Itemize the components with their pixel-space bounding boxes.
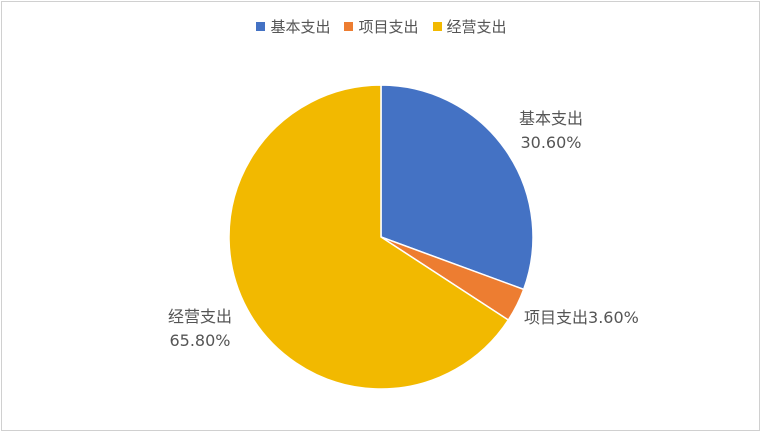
- legend-swatch-project: [344, 22, 354, 31]
- pie-slice-operating: [228, 84, 510, 390]
- legend-item-operating: 经营支出: [432, 16, 507, 37]
- slice-label-basic-name: 基本支出: [519, 109, 583, 128]
- legend-swatch-operating: [432, 22, 442, 31]
- legend-swatch-basic: [256, 22, 266, 31]
- legend-label-operating: 经营支出: [446, 18, 507, 36]
- legend-label-basic: 基本支出: [270, 18, 331, 36]
- slice-label-operating-value: 65.80%: [169, 331, 230, 350]
- chart-legend: 基本支出 项目支出 经营支出: [0, 16, 763, 37]
- slice-label-basic-value: 30.60%: [520, 133, 581, 152]
- legend-item-basic: 基本支出: [256, 16, 330, 37]
- slice-label-project-value: 3.60%: [588, 308, 639, 327]
- slice-label-project: 项目支出3.60%: [524, 308, 639, 327]
- slice-label-project-name: 项目支出: [524, 308, 588, 327]
- legend-label-project: 项目支出: [358, 18, 419, 36]
- legend-item-project: 项目支出: [344, 16, 419, 37]
- slice-label-operating-name: 经营支出: [168, 307, 232, 326]
- pie-slice-basic: [380, 84, 534, 291]
